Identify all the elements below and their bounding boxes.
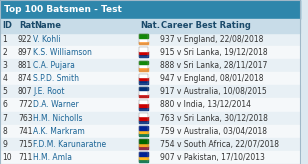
Text: Name: Name [34,21,61,30]
Text: 2: 2 [2,48,7,57]
Text: 888 v Sri Lanka, 28/11/2017: 888 v Sri Lanka, 28/11/2017 [160,61,268,70]
Bar [139,67,148,71]
Text: 763: 763 [18,114,33,123]
Bar [0,151,300,164]
Text: Nat.: Nat. [140,21,160,30]
Bar [0,72,300,85]
Bar [0,98,300,112]
Bar [139,74,148,84]
Text: S.P.D. Smith: S.P.D. Smith [33,74,79,83]
Text: 3: 3 [2,61,7,70]
Bar [0,33,300,46]
Bar [139,64,148,67]
Bar [139,61,148,71]
Text: 10: 10 [2,153,12,162]
Bar [139,126,148,130]
Bar [0,85,300,98]
Bar [139,159,148,162]
Bar [139,87,148,90]
Text: F.D.M. Karunaratne: F.D.M. Karunaratne [33,140,106,149]
Bar [139,116,148,120]
Text: J.E. Root: J.E. Root [33,87,64,96]
Text: 915 v Sri Lanka, 19/12/2018: 915 v Sri Lanka, 19/12/2018 [160,48,268,57]
Bar [139,93,148,97]
Text: Top 100 Batsmen - Test: Top 100 Batsmen - Test [4,5,121,14]
Text: 9: 9 [2,140,7,149]
Bar [0,125,300,138]
Bar [139,156,148,159]
Bar [139,41,148,44]
Text: A.K. Markram: A.K. Markram [33,127,85,136]
Bar [139,107,148,110]
Bar [139,139,148,149]
Text: 907 v Pakistan, 17/10/2013: 907 v Pakistan, 17/10/2013 [160,153,265,162]
Text: H.M. Nicholls: H.M. Nicholls [33,114,83,123]
Bar [139,61,148,64]
Text: 754 v South Africa, 22/07/2018: 754 v South Africa, 22/07/2018 [160,140,279,149]
Bar [139,113,148,123]
Text: 8: 8 [2,127,7,136]
Bar [139,133,148,136]
Text: Rat.: Rat. [19,21,38,30]
Text: D.A. Warner: D.A. Warner [33,101,79,109]
Bar [139,113,148,116]
Text: 1: 1 [2,35,7,44]
Bar [139,80,148,84]
Text: 880 v India, 13/12/2014: 880 v India, 13/12/2014 [160,101,252,109]
Bar [139,100,148,103]
Bar [0,0,300,19]
Text: 897: 897 [18,48,33,57]
Text: ID: ID [2,21,12,30]
Bar [139,143,148,146]
Text: 4: 4 [2,74,7,83]
Text: 874: 874 [18,74,33,83]
Bar [139,100,148,110]
Text: 7: 7 [2,114,7,123]
Bar [139,51,148,54]
Text: 937 v England, 22/08/2018: 937 v England, 22/08/2018 [160,35,264,44]
Text: 772: 772 [18,101,33,109]
Text: C.A. Pujara: C.A. Pujara [33,61,75,70]
Text: 6: 6 [2,101,7,109]
Bar [139,87,148,97]
Bar [139,48,148,51]
Bar [139,146,148,149]
Bar [139,126,148,136]
Text: 917 v Australia, 10/08/2015: 917 v Australia, 10/08/2015 [160,87,267,96]
Bar [139,130,148,133]
Bar [139,38,148,41]
Bar [139,74,148,77]
Bar [139,34,148,38]
Bar [139,139,148,143]
Text: 759 v Australia, 03/04/2018: 759 v Australia, 03/04/2018 [160,127,267,136]
Bar [139,77,148,80]
Text: 715: 715 [18,140,33,149]
Bar [0,46,300,59]
Bar [0,138,300,151]
Text: 947 v England, 08/01/2018: 947 v England, 08/01/2018 [160,74,264,83]
Text: 922: 922 [18,35,32,44]
Text: 807: 807 [18,87,33,96]
Bar [139,48,148,57]
Bar [139,120,148,123]
Text: K.S. Williamson: K.S. Williamson [33,48,92,57]
Bar [139,90,148,93]
Bar [139,153,148,162]
Text: 881: 881 [18,61,32,70]
Bar [139,54,148,57]
Text: 763 v Sri Lanka, 30/12/2018: 763 v Sri Lanka, 30/12/2018 [160,114,268,123]
Bar [139,34,148,44]
Text: H.M. Amla: H.M. Amla [33,153,72,162]
Text: V. Kohli: V. Kohli [33,35,61,44]
Text: 5: 5 [2,87,7,96]
Bar [139,153,148,156]
Bar [0,19,300,33]
Text: 741: 741 [18,127,33,136]
Text: Career Best Rating: Career Best Rating [161,21,251,30]
Bar [0,59,300,72]
Bar [139,103,148,107]
Text: 711: 711 [18,153,32,162]
Bar [0,112,300,125]
